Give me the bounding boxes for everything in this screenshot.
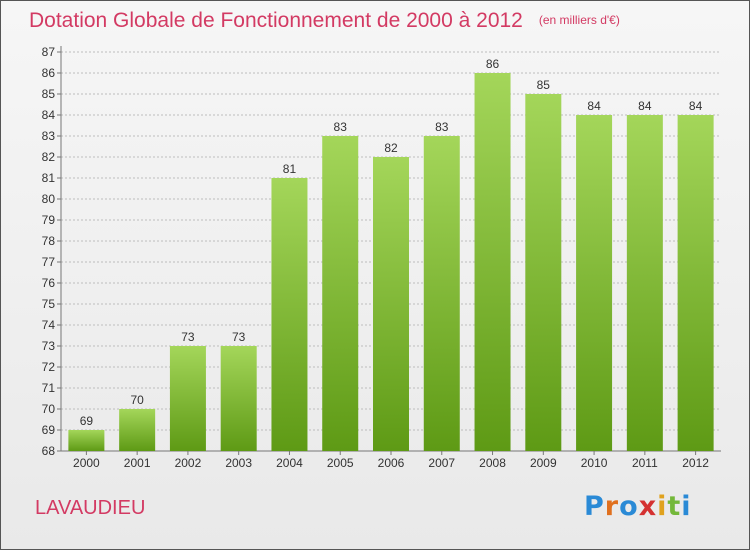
y-tick-label: 78	[42, 234, 56, 248]
y-tick-label: 73	[42, 339, 56, 353]
y-tick-label: 69	[42, 423, 56, 437]
y-tick-label: 87	[42, 45, 56, 59]
y-tick-label: 68	[42, 444, 56, 458]
bar-2008	[474, 73, 511, 451]
value-label: 84	[689, 99, 703, 113]
y-tick-label: 86	[42, 66, 56, 80]
y-tick-label: 71	[42, 381, 56, 395]
value-label: 69	[80, 414, 94, 428]
bars	[68, 73, 714, 451]
y-tick-label: 80	[42, 192, 56, 206]
x-tick-label: 2004	[276, 456, 303, 470]
y-tick-label: 79	[42, 213, 56, 227]
bar-2000	[68, 430, 105, 451]
x-tick-label: 2006	[378, 456, 405, 470]
bar-2005	[322, 136, 359, 451]
axes: 68 69 70 71 72 73 74 75 76 77 78 79 80 81 82 83 84 85 86 87…	[42, 45, 721, 470]
value-label: 83	[435, 120, 449, 134]
x-tick-label: 2000	[73, 456, 100, 470]
bar-2003	[220, 346, 257, 451]
commune-name: LAVAUDIEU	[35, 497, 146, 519]
y-tick-label: 74	[42, 318, 56, 332]
bar-2012	[677, 115, 714, 451]
y-tick-label: 72	[42, 360, 56, 374]
x-tick-label: 2001	[124, 456, 151, 470]
bar-2007	[423, 136, 460, 451]
title-text: Dotation Globale de Fonctionnement de 20…	[29, 9, 523, 32]
x-tick-label: 2005	[327, 456, 354, 470]
logo-letter: t	[667, 491, 682, 522]
y-tick-label: 70	[42, 402, 56, 416]
logo-letter: r	[604, 491, 620, 522]
unit-note: (en milliers d'€)	[538, 13, 620, 27]
y-tick-label: 84	[42, 108, 56, 122]
value-label: 73	[232, 330, 246, 344]
x-tick-label: 2009	[530, 456, 557, 470]
bar-2001	[119, 409, 156, 451]
proxiti-logo[interactable]: Proxiti	[584, 491, 692, 522]
value-label: 81	[283, 162, 297, 176]
value-label: 84	[638, 99, 652, 113]
x-tick-label: 2008	[479, 456, 506, 470]
y-tick-label: 77	[42, 255, 56, 269]
value-label: 84	[587, 99, 601, 113]
bar-2010	[576, 115, 613, 451]
x-tick-label: 2003	[225, 456, 252, 470]
bar-2002	[169, 346, 206, 451]
x-tick-label: 2007	[428, 456, 455, 470]
x-tick-label: 2010	[581, 456, 608, 470]
value-label: 83	[334, 120, 348, 134]
x-tick-label: 2002	[175, 456, 202, 470]
y-tick-label: 82	[42, 150, 56, 164]
logo-letter: P	[584, 491, 605, 522]
value-label: 70	[130, 393, 144, 407]
value-label: 85	[537, 78, 551, 92]
bar-2006	[373, 157, 409, 451]
y-tick-label: 81	[42, 171, 56, 185]
y-tick-label: 83	[42, 129, 56, 143]
bar-2011	[626, 115, 663, 451]
data-labels: 69 70 73 73 81 83 82 83 86 85 84 84 84	[80, 57, 703, 428]
bar-2004	[271, 178, 308, 451]
y-tick-label: 76	[42, 276, 56, 290]
y-tick-label: 75	[42, 297, 56, 311]
value-label: 73	[181, 330, 195, 344]
value-label: 86	[486, 57, 500, 71]
y-tick-label: 85	[42, 87, 56, 101]
bar-2009	[525, 94, 562, 451]
x-tick-label: 2011	[632, 456, 658, 470]
x-tick-label: 2012	[682, 456, 709, 470]
logo-letter: o	[619, 491, 639, 522]
logo-letter: x	[638, 491, 658, 522]
logo-letter: i	[657, 491, 668, 522]
logo-letter: i	[681, 491, 692, 522]
value-label: 82	[384, 141, 398, 155]
chart-title: Dotation Globale de Fonctionnement de 20…	[29, 9, 620, 33]
